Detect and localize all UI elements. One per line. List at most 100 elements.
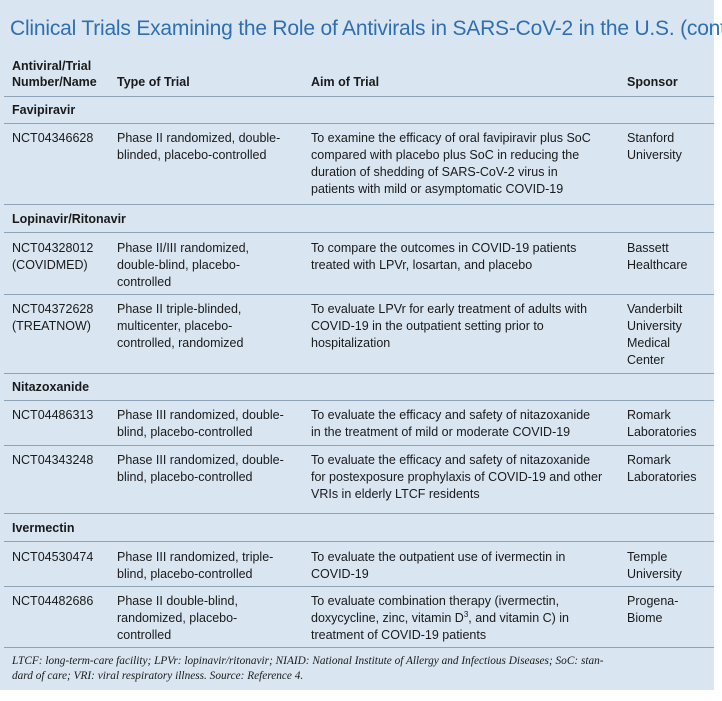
category-favipiravir: Favipiravir [12,103,76,117]
trial-number-line: NCT04346628 [12,131,94,145]
trial-number-line: NCT04482686 [12,594,94,608]
divider [4,541,714,542]
trial-aim-line: patients with mild or asymptomatic COVID… [311,182,564,196]
trial-aim-line: To evaluate the efficacy and safety of n… [311,408,591,422]
trial-number: NCT04486313 [12,407,107,424]
trial-number-line: NCT04530474 [12,550,94,564]
trial-sponsor: Romark Laboratories [627,407,712,441]
trial-sponsor-line: Temple [627,550,668,564]
trial-sponsor-line: Center [627,353,665,367]
header-trial-line1: Antiviral/Trial [12,59,92,73]
footnote: LTCF: long-term-care facility; LPVr: lop… [12,654,702,684]
trial-type-line: controlled, randomized [117,336,244,350]
trial-type-line: controlled [117,275,172,289]
trial-type-line: blind, placebo-controlled [117,470,253,484]
trial-sponsor-line: University [627,148,682,162]
trial-sponsor-line: Vanderbilt [627,302,683,316]
trial-sponsor: Bassett Healthcare [627,240,712,274]
trial-aim: To examine the efficacy of oral favipira… [311,130,616,198]
divider [4,123,714,124]
trial-aim-line: in the treatment of mild or moderate COV… [311,425,571,439]
trial-number: NCT04346628 [12,130,107,147]
trial-aim-line: compared with placebo plus SoC in reduci… [311,148,580,162]
trial-aim-line: To evaluate combination therapy (ivermec… [311,594,560,608]
trial-sponsor-line: Healthcare [627,258,688,272]
header-trial-line2: Number/Name [12,75,97,89]
trial-number: NCT04343248 [12,452,107,469]
page-title: Clinical Trials Examining the Role of An… [10,17,722,40]
trial-type: Phase III randomized, triple- blind, pla… [117,549,297,583]
trial-aim: To evaluate the outpatient use of iverme… [311,549,616,583]
trial-type-line: blind, placebo-controlled [117,567,253,581]
trial-type-line: blind, placebo-controlled [117,425,253,439]
divider [4,647,714,648]
category-nitazoxanide: Nitazoxanide [12,380,90,394]
trial-type-line: double-blind, placebo- [117,258,241,272]
divider [4,204,714,205]
trial-sponsor: Stanford University [627,130,712,164]
trial-aim: To compare the outcomes in COVID-19 pati… [311,240,616,274]
trial-sponsor-line: Progena- [627,594,679,608]
trial-sponsor-line: Laboratories [627,470,697,484]
trial-type: Phase II/III randomized, double-blind, p… [117,240,297,291]
header-sponsor: Sponsor [627,75,678,89]
trial-aim-line: VRIs in elderly LTCF residents [311,487,480,501]
trial-aim-line: COVID-19 [311,567,369,581]
trial-sponsor-line: Bassett [627,241,669,255]
trial-number-line: NCT04486313 [12,408,94,422]
trial-sponsor-line: Romark [627,453,671,467]
trial-sponsor-line: Biome [627,611,663,625]
divider [4,96,714,97]
trial-aim: To evaluate the efficacy and safety of n… [311,407,616,441]
trial-aim-line: treatment of COVID-19 patients [311,628,487,642]
trial-type: Phase II triple-blinded, multicenter, pl… [117,301,297,352]
trial-aim-line: To examine the efficacy of oral favipira… [311,131,591,145]
trial-type-line: Phase III randomized, double- [117,408,284,422]
trial-sponsor: Temple University [627,549,712,583]
trial-aim-line: duration of shedding of SARS-CoV-2 virus… [311,165,558,179]
superscript: 3 [463,609,469,619]
trial-number-line: NCT04343248 [12,453,94,467]
trial-type-line: Phase III randomized, triple- [117,550,274,564]
trial-number-line: NCT04372628 [12,302,94,316]
aim-text: , and vitamin C) in [468,611,570,625]
divider [4,373,714,374]
category-lopinavir-ritonavir: Lopinavir/Ritonavir [12,212,126,226]
trial-type-line: controlled [117,628,172,642]
trial-number: NCT04328012 (COVIDMED) [12,240,107,274]
trial-sponsor: Romark Laboratories [627,452,712,486]
header-trial-number: Antiviral/Trial Number/Name [12,58,97,90]
trial-type-line: Phase II/III randomized, [117,241,250,255]
trial-type: Phase II randomized, double- blinded, pl… [117,130,297,164]
trial-sponsor-line: Medical [627,336,671,350]
divider [4,513,714,514]
trial-sponsor-line: University [627,567,682,581]
trial-aim: To evaluate the efficacy and safety of n… [311,452,616,503]
trial-type-line: blinded, placebo-controlled [117,148,267,162]
divider [4,445,714,446]
trial-number-line: (COVIDMED) [12,258,88,272]
trial-aim-line: To evaluate the efficacy and safety of n… [311,453,591,467]
trial-aim-line: doxycycline, zinc, vitamin D3, and vitam… [311,610,616,627]
trial-sponsor-line: Stanford [627,131,675,145]
trial-aim-line: To compare the outcomes in COVID-19 pati… [311,241,577,255]
divider [4,232,714,233]
trial-sponsor-line: Romark [627,408,671,422]
divider [4,400,714,401]
footnote-line: LTCF: long-term-care facility; LPVr: lop… [12,655,604,667]
category-ivermectin: Ivermectin [12,521,75,535]
trial-type: Phase II double-blind, randomized, place… [117,593,297,644]
trial-number-line: (TREATNOW) [12,319,91,333]
trial-aim-line: To evaluate the outpatient use of iverme… [311,550,566,564]
trial-type-line: Phase II triple-blinded, [117,302,242,316]
trial-sponsor: Vanderbilt University Medical Center [627,301,712,369]
trial-aim: To evaluate LPVr for early treatment of … [311,301,616,352]
divider [4,294,714,295]
trial-aim-line: hospitalization [311,336,391,350]
trial-number-line: NCT04328012 [12,241,94,255]
trial-sponsor-line: University [627,319,682,333]
trial-aim-line: COVID-19 in the outpatient setting prior… [311,319,544,333]
trial-type: Phase III randomized, double- blind, pla… [117,407,297,441]
trial-type-line: Phase II double-blind, [117,594,238,608]
